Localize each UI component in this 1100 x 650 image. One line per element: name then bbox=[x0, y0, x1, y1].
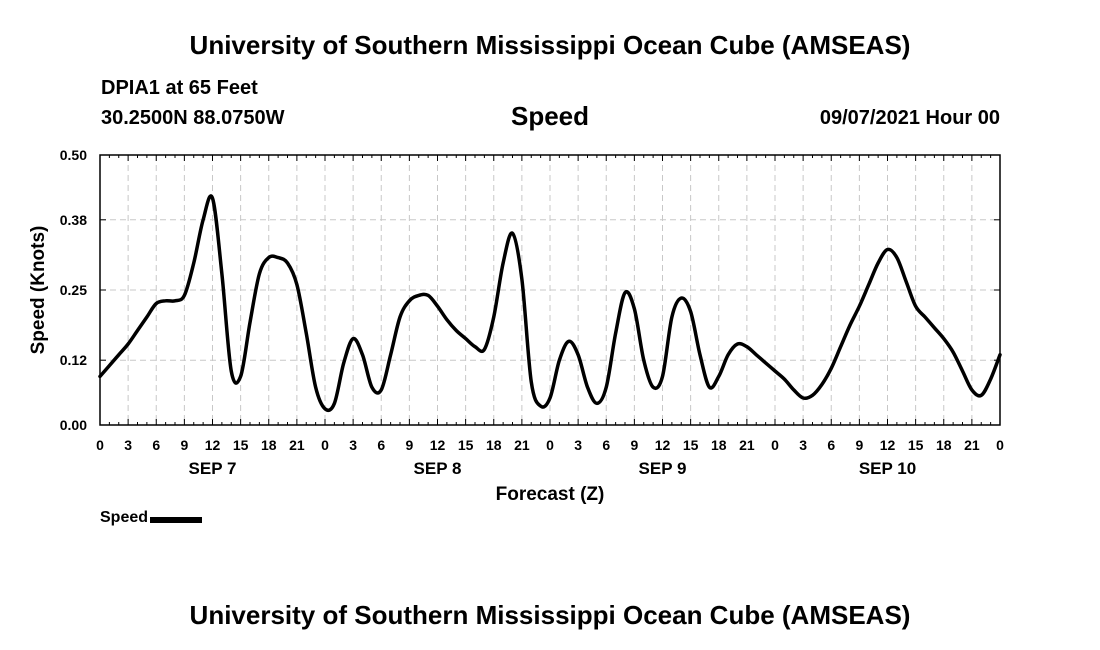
x-tick-label: 12 bbox=[430, 437, 446, 453]
x-tick-label: 6 bbox=[827, 437, 835, 453]
x-tick-label: 9 bbox=[180, 437, 188, 453]
x-tick-label: 18 bbox=[486, 437, 502, 453]
x-axis-label: Forecast (Z) bbox=[496, 484, 605, 505]
forecast-datetime: 09/07/2021 Hour 00 bbox=[819, 107, 1000, 129]
x-tick-label: 3 bbox=[574, 437, 582, 453]
x-tick-label: 3 bbox=[799, 437, 807, 453]
x-tick-label: 3 bbox=[349, 437, 357, 453]
x-day-label: SEP 10 bbox=[859, 459, 916, 478]
x-day-label: SEP 7 bbox=[189, 459, 237, 478]
x-tick-label: 15 bbox=[233, 437, 249, 453]
x-day-label: SEP 9 bbox=[639, 459, 687, 478]
y-tick-label: 0.12 bbox=[60, 352, 87, 368]
coordinates-label: 30.2500N 88.0750W bbox=[101, 107, 285, 129]
legend: Speed bbox=[100, 509, 203, 527]
x-tick-label: 0 bbox=[996, 437, 1004, 453]
x-tick-label: 0 bbox=[546, 437, 554, 453]
x-tick-label: 18 bbox=[261, 437, 277, 453]
y-tick-label: 0.00 bbox=[60, 417, 87, 433]
y-tick-label: 0.25 bbox=[60, 282, 87, 298]
x-tick-label: 21 bbox=[739, 437, 755, 453]
legend-line-swatch bbox=[150, 517, 203, 523]
x-tick-label: 21 bbox=[964, 437, 980, 453]
x-tick-label: 12 bbox=[655, 437, 671, 453]
x-tick-label: 15 bbox=[683, 437, 699, 453]
y-tick-label: 0.50 bbox=[60, 147, 87, 163]
x-tick-label: 6 bbox=[152, 437, 160, 453]
y-tick-label: 0.38 bbox=[60, 212, 87, 228]
x-day-label: SEP 8 bbox=[414, 459, 462, 478]
x-tick-label: 9 bbox=[630, 437, 638, 453]
series-line-speed bbox=[98, 194, 1002, 413]
x-tick-label: 12 bbox=[205, 437, 221, 453]
station-label: DPIA1 at 65 Feet bbox=[101, 77, 258, 99]
plot-frame bbox=[99, 154, 1001, 426]
x-tick-label: 12 bbox=[880, 437, 896, 453]
x-tick-label: 9 bbox=[855, 437, 863, 453]
x-tick-label: 15 bbox=[908, 437, 924, 453]
x-tick-label: 21 bbox=[514, 437, 530, 453]
x-tick-label: 0 bbox=[771, 437, 779, 453]
legend-label: Speed bbox=[100, 509, 149, 526]
x-tick-label: 18 bbox=[936, 437, 952, 453]
chart-title-bottom: University of Southern Mississippi Ocean… bbox=[189, 600, 911, 630]
x-tick-label: 0 bbox=[321, 437, 329, 453]
chart-title-top: University of Southern Mississippi Ocean… bbox=[189, 30, 911, 60]
x-tick-label: 3 bbox=[124, 437, 132, 453]
x-tick-label: 21 bbox=[289, 437, 305, 453]
x-tick-label: 18 bbox=[711, 437, 727, 453]
x-tick-label: 15 bbox=[458, 437, 474, 453]
x-tick-label: 6 bbox=[377, 437, 385, 453]
x-tick-label: 6 bbox=[602, 437, 610, 453]
x-tick-label: 0 bbox=[96, 437, 104, 453]
y-axis-label: Speed (Knots) bbox=[28, 226, 49, 355]
variable-title: Speed bbox=[510, 101, 590, 131]
x-tick-label: 9 bbox=[405, 437, 413, 453]
